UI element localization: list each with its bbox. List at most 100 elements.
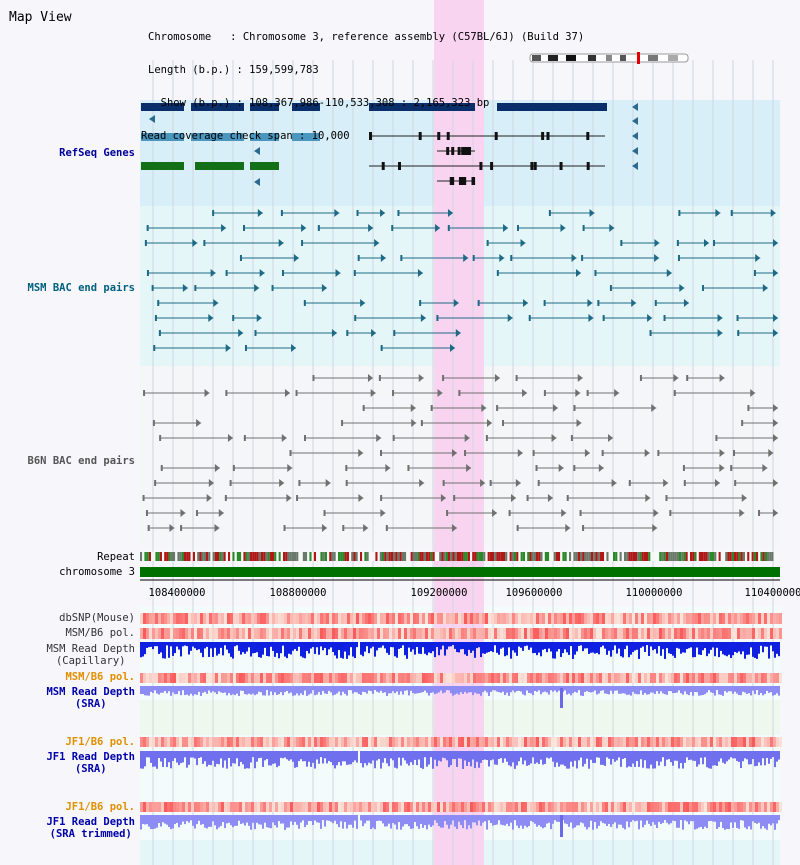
track-label-jf1-pol-2[interactable]: JF1/B6 pol. — [65, 801, 135, 813]
polymorphism-cell — [422, 737, 425, 747]
track-label-b6n-bac[interactable]: B6N BAC end pairs — [27, 455, 135, 467]
bac-end — [741, 420, 744, 426]
polymorphism-cell — [209, 737, 212, 747]
polymorphism-cell — [491, 737, 494, 747]
polymorphism-cell — [143, 613, 146, 624]
bac-end — [291, 344, 297, 352]
gene-exon — [461, 177, 465, 185]
repeat-element — [650, 552, 653, 561]
polymorphism-cell — [506, 737, 509, 747]
bac-end — [644, 449, 650, 457]
read-depth-bar — [596, 686, 598, 695]
polymorphism-cell — [467, 737, 470, 747]
read-depth-bar — [684, 686, 686, 692]
repeat-element — [494, 552, 497, 561]
read-depth-bar — [712, 642, 714, 648]
bac-end — [573, 465, 576, 471]
track-label-msm-pol-2[interactable]: MSM/B6 pol. — [65, 671, 135, 683]
gene-exon — [195, 162, 244, 170]
read-depth-bar — [434, 751, 436, 760]
polymorphism-cell — [437, 613, 440, 624]
polymorphism-cell — [167, 673, 170, 683]
polymorphism-cell — [185, 628, 188, 639]
polymorphism-cell — [494, 737, 497, 747]
polymorphism-cell — [395, 673, 398, 683]
read-depth-bar — [332, 686, 334, 696]
track-label-jf1-pol[interactable]: JF1/B6 pol. — [65, 736, 135, 748]
read-depth-bar — [374, 686, 376, 691]
bac-end — [411, 419, 417, 427]
polymorphism-cell — [308, 802, 311, 812]
repeat-element — [500, 552, 503, 561]
read-depth-bar — [280, 815, 282, 824]
read-depth-bar — [172, 642, 174, 656]
polymorphism-cell — [554, 673, 557, 683]
track-label-jf1-depth-sra[interactable]: JF1 Read Depth (SRA) — [46, 751, 135, 775]
read-depth-bar — [436, 751, 438, 767]
repeat-element — [641, 552, 644, 561]
read-depth-bar — [758, 751, 760, 763]
bac-end — [221, 224, 227, 232]
polymorphism-cell — [230, 802, 233, 812]
polymorphism-cell — [707, 802, 710, 812]
polymorphism-cell — [524, 613, 527, 624]
bac-end — [464, 434, 470, 442]
polymorphism-cell — [575, 628, 578, 639]
polymorphism-cell — [575, 737, 578, 747]
track-label-msm-depth-capillary[interactable]: MSM Read Depth (Capillary) — [46, 643, 135, 667]
polymorphism-cell — [242, 628, 245, 639]
polymorphism-cell — [653, 737, 656, 747]
polymorphism-cell — [437, 802, 440, 812]
track-label-jf1-depth-trimmed[interactable]: JF1 Read Depth (SRA trimmed) — [46, 816, 135, 840]
ideogram-band — [532, 55, 541, 61]
polymorphism-cell — [383, 613, 386, 624]
read-depth-bar — [606, 686, 608, 694]
polymorphism-cell — [602, 737, 605, 747]
track-label-refseq[interactable]: RefSeq Genes — [59, 147, 135, 159]
polymorphism-cell — [260, 628, 263, 639]
polymorphism-cell — [602, 802, 605, 812]
read-depth-bar — [144, 815, 146, 825]
track-label-chromosome[interactable]: chromosome 3 — [59, 566, 135, 578]
track-label-msm-bac[interactable]: MSM BAC end pairs — [27, 282, 135, 294]
repeat-element — [162, 552, 165, 561]
polymorphism-cell — [584, 737, 587, 747]
polymorphism-cell — [326, 673, 329, 683]
polymorphism-cell — [764, 673, 767, 683]
read-depth-bar — [458, 751, 460, 759]
read-depth-bar — [256, 815, 258, 823]
bac-end — [225, 344, 231, 352]
read-depth-bar — [424, 751, 426, 758]
bac-end — [773, 509, 778, 517]
track-label-msm-depth-sra[interactable]: MSM Read Depth (SRA) — [46, 686, 135, 710]
repeat-element — [520, 552, 523, 561]
polymorphism-cell — [761, 737, 764, 747]
repeat-element — [404, 552, 407, 561]
track-label-repeat[interactable]: Repeat — [97, 551, 135, 563]
read-depth-bar — [282, 751, 284, 759]
track-label-dbsnp[interactable]: dbSNP(Mouse) — [59, 612, 135, 624]
polymorphism-cell — [242, 673, 245, 683]
read-depth-bar — [762, 751, 764, 759]
repeat-element — [542, 552, 545, 561]
read-depth-bar — [742, 642, 744, 652]
polymorphism-cell — [404, 737, 407, 747]
polymorphism-cell — [377, 737, 380, 747]
read-depth-bar — [524, 815, 526, 826]
repeat-element — [344, 552, 347, 561]
read-depth-bar — [346, 815, 348, 829]
read-depth-bar — [692, 642, 694, 658]
repeat-element — [448, 552, 451, 561]
read-depth-bar — [648, 642, 650, 656]
polymorphism-cell — [560, 673, 563, 683]
polymorphism-cell — [215, 737, 218, 747]
read-depth-bar — [590, 751, 592, 760]
read-depth-bar — [626, 642, 628, 646]
polymorphism-cell — [659, 628, 662, 639]
read-depth-bar — [406, 642, 408, 659]
track-label-msm-pol[interactable]: MSM/B6 pol. — [65, 627, 135, 639]
read-depth-bar — [314, 642, 316, 654]
read-depth-bar — [566, 686, 568, 695]
read-depth-bar — [696, 642, 698, 648]
